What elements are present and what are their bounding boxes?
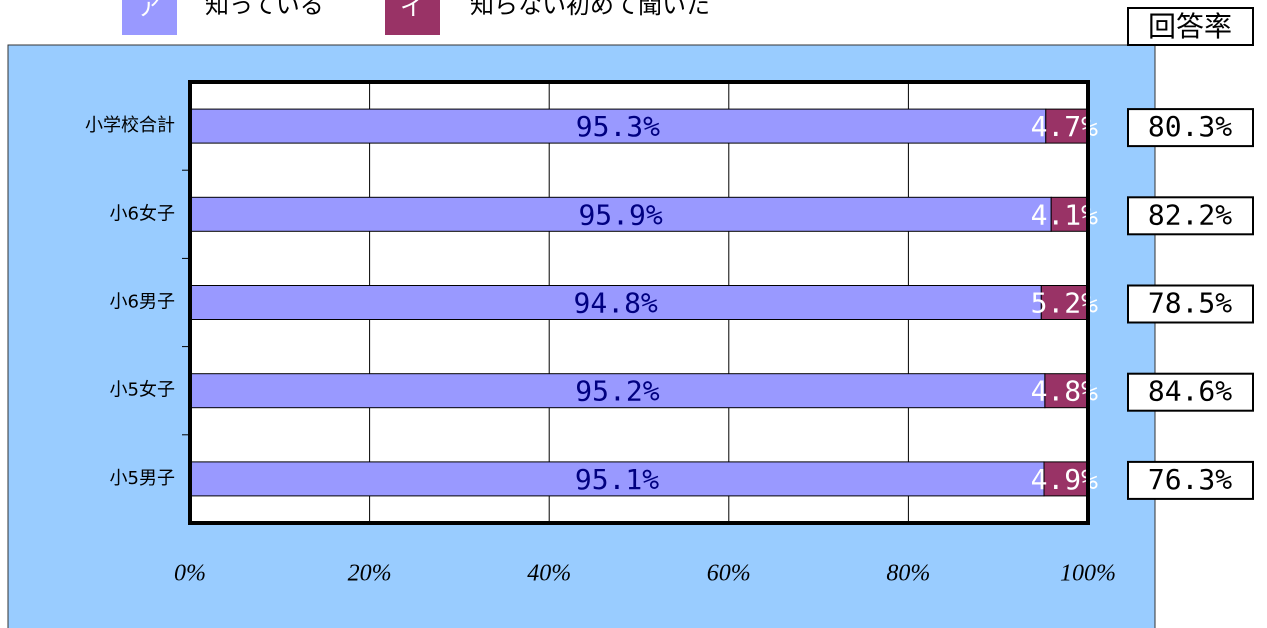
value-label: 94.8% (574, 287, 658, 320)
x-tick-label: 40% (527, 561, 571, 587)
bar-segment (1050, 196, 1089, 232)
bar-segment (1045, 108, 1089, 144)
rate-box (1127, 372, 1254, 412)
bar-segment (189, 196, 1052, 232)
x-tick-label: 0% (174, 561, 206, 587)
value-label: 95.1% (575, 463, 659, 496)
value-label: 95.9% (578, 198, 662, 231)
legend-symbol: ア (137, 0, 161, 21)
rate-box (1127, 460, 1254, 500)
legend-label: 知らない初めて聞いた (470, 0, 710, 19)
rate-box (1127, 108, 1254, 148)
x-tick-label: 100% (1060, 561, 1116, 587)
rate-label: 84.6% (1148, 375, 1232, 408)
x-tick-label: 20% (348, 561, 392, 587)
rate-label: 80.3% (1148, 110, 1232, 143)
x-tick-label: 80% (886, 561, 930, 587)
legend-symbol: イ (400, 0, 424, 21)
rate-box (1127, 196, 1254, 236)
legend-swatch (122, 0, 177, 35)
bar-segment (189, 285, 1042, 320)
rate-label: 78.5% (1148, 287, 1232, 320)
y-tick-label: 小学校合計 (85, 115, 175, 136)
legend-label: 知っている (205, 0, 324, 19)
x-tick-label: 60% (707, 561, 751, 587)
y-tick-label: 小5男子 (110, 468, 175, 489)
value-label: 95.2% (575, 375, 659, 408)
y-tick-label: 小5女子 (110, 380, 175, 401)
bar-segment (1040, 285, 1089, 320)
rate-box (1127, 284, 1254, 324)
bar-segment (189, 108, 1047, 144)
rate-label: 82.2% (1148, 198, 1232, 231)
bar-segment (1043, 461, 1089, 497)
rate-title-box (1127, 7, 1254, 46)
bar-segment (1044, 373, 1089, 409)
y-tick-label: 小6女子 (110, 203, 175, 224)
bar-segment (189, 373, 1046, 409)
y-tick-label: 小6男子 (110, 292, 175, 313)
plot-border (188, 80, 1090, 525)
value-label: 95.3% (576, 110, 660, 143)
rate-label: 76.3% (1148, 463, 1232, 496)
rate-title: 回答率 (1148, 10, 1232, 43)
legend-swatch (385, 0, 440, 35)
